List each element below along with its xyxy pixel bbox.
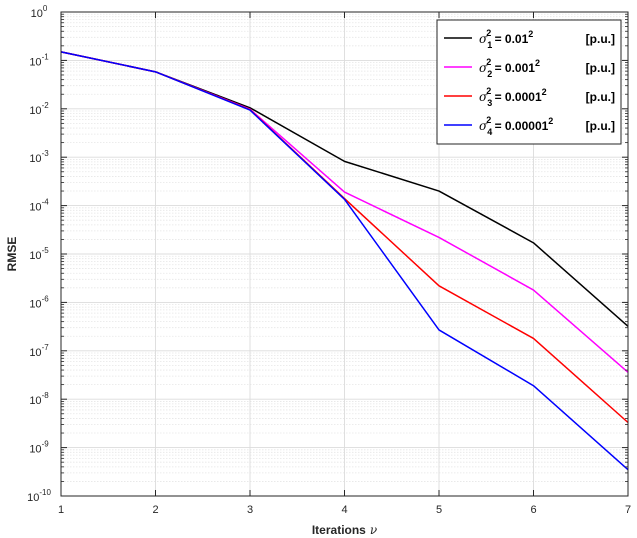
legend-unit-1: [p.u.] (586, 32, 615, 46)
y-tick-label: 10-1 (29, 52, 49, 68)
y-tick-label: 10-3 (29, 149, 49, 165)
legend-box (436, 19, 622, 145)
y-axis-label: RMSE (5, 237, 19, 272)
tick-labels: 100 10-1 10-2 10-3 10-4 10-5 10-6 10-7 10-8 10-9 1… (27, 4, 631, 516)
y-tick-label: 10-5 (29, 246, 49, 262)
x-tick-label: 4 (341, 504, 347, 516)
legend-entry-2: σ22 = 0.0012 (479, 57, 540, 79)
y-tick-label: 100 (31, 4, 48, 20)
x-tick-label: 7 (625, 504, 631, 516)
y-tick-label: 10-6 (29, 294, 49, 310)
y-tick-label: 10-9 (29, 440, 49, 456)
x-axis-label-text: Iterations (312, 523, 366, 537)
legend-unit-3: [p.u.] (586, 90, 615, 104)
ticks (60, 11, 629, 497)
y-tick-label: 10-10 (27, 488, 51, 504)
x-axis-label-symbol: ν (370, 523, 377, 537)
y-tick-label: 10-8 (29, 391, 49, 407)
x-axis-label: Iterations ν (312, 523, 377, 537)
legend-entry-1: σ12 = 0.012 (479, 28, 533, 50)
x-tick-label: 3 (247, 504, 253, 516)
legend: σ12 = 0.012 [p.u.] σ22 = 0.0012 [p.u.] σ32 =… (436, 19, 622, 145)
x-tick-label: 2 (152, 504, 158, 516)
y-tick-label: 10-4 (29, 198, 49, 214)
x-tick-label: 6 (530, 504, 536, 516)
legend-unit-2: [p.u.] (586, 61, 615, 75)
y-tick-label: 10-7 (29, 343, 49, 359)
x-tick-label: 5 (436, 504, 442, 516)
series-lines (60, 51, 629, 471)
legend-entry-3: σ32 = 0.00012 (479, 86, 547, 108)
legend-entry-4: σ42 = 0.000012 (479, 115, 553, 137)
legend-unit-4: [p.u.] (586, 119, 615, 133)
x-tick-label: 1 (58, 504, 64, 516)
series-line-4 (60, 51, 629, 471)
y-tick-label: 10-2 (29, 101, 49, 117)
